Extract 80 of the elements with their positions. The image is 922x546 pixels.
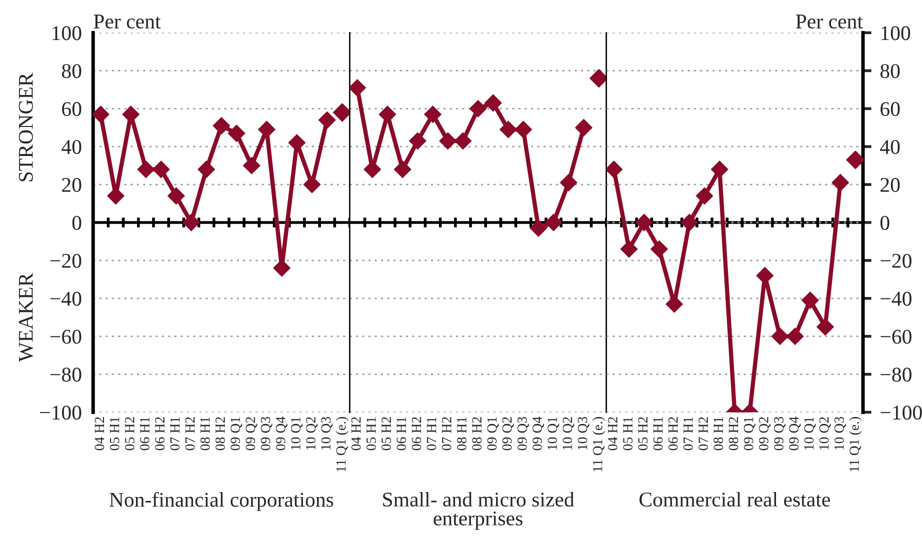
y-tick-label: 80	[62, 64, 82, 78]
x-tick-label: 08 H1	[200, 417, 210, 450]
y2-tick-label: −100	[880, 406, 922, 420]
y2-tick-label: 0	[880, 216, 890, 230]
y-tick-label: −60	[50, 330, 82, 344]
x-tick-label: 08 H2	[472, 417, 482, 450]
x-tick-label: 10 Q2	[562, 417, 574, 450]
y2-tick-label: −20	[880, 254, 912, 268]
x-tick-label: 08 H2	[728, 417, 738, 450]
x-axis-title: Non-financial corporations	[110, 492, 334, 512]
x-tick-label: 07 H1	[170, 417, 180, 450]
y-tick-label: −100	[40, 406, 82, 420]
x-tick-label: 07 H2	[442, 417, 452, 450]
y-tick-label: −80	[50, 368, 82, 382]
y-tick-label: −20	[50, 254, 82, 268]
x-tick-label: 06 H1	[653, 417, 663, 450]
x-tick-label: 05 H1	[110, 417, 120, 450]
x-tick-label: 06 H2	[155, 417, 165, 450]
x-tick-label: 10 Q1	[804, 417, 816, 450]
x-tick-label: 10 Q1	[548, 417, 560, 450]
x-tick-label: 07 H1	[684, 417, 693, 450]
y2-tick-label: 40	[880, 140, 900, 154]
x-tick-label: 08 H2	[216, 417, 225, 450]
y-tick-label: 100	[52, 26, 82, 40]
x-tick-label: 09 Q1	[744, 417, 756, 450]
x-tick-label: 09 Q2	[502, 417, 514, 450]
y-tick-label: −40	[50, 292, 82, 306]
x-tick-label: 06 H1	[396, 417, 406, 450]
x-tick-label: 05 H2	[124, 417, 134, 450]
x-tick-label: 06 H1	[140, 417, 150, 450]
y2-tick-label: −80	[880, 368, 912, 382]
y2-axis-title: Per cent	[796, 14, 863, 29]
x-tick-label: 11 Q1 (e.)	[336, 417, 348, 472]
x-tick-label: 09 Q1	[230, 417, 242, 450]
text: WEAKER	[18, 272, 33, 362]
y2-tick-label: 60	[880, 102, 900, 116]
y-tick-label: 60	[62, 102, 82, 116]
x-tick-label: 10 Q3	[321, 416, 333, 450]
y-tick-label: 0	[72, 216, 82, 230]
x-tick-label: 07 H2	[185, 417, 195, 450]
x-tick-label: 05 H2	[638, 417, 648, 450]
x-tick-label: 08 H1	[457, 417, 466, 450]
x-tick-label: 09 Q3	[774, 416, 786, 450]
x-tick-label: 05 H1	[623, 417, 632, 450]
x-axis-title: Commercial real estate	[640, 492, 830, 507]
y2-tick-label: 80	[880, 64, 900, 78]
y2-tick-label: −60	[880, 330, 912, 344]
x-tick-label: 05 H2	[382, 417, 391, 450]
x-tick-label: 06 H2	[412, 417, 422, 450]
x-tick-label: 07 H2	[698, 417, 708, 450]
x-tick-label: 09 Q4	[276, 416, 288, 450]
x-tick-label: 10 Q3	[578, 416, 590, 450]
x-tick-label: 08 H1	[714, 417, 724, 450]
x-tick-label: 09 Q4	[789, 416, 801, 450]
x-tick-label: 06 H2	[668, 417, 678, 450]
y2-tick-label: 100	[881, 26, 910, 40]
y-axis-title: Per cent	[94, 14, 161, 29]
x-tick-label: 05 H1	[366, 417, 376, 450]
x-tick-label: 04 H2	[608, 417, 618, 450]
x-tick-label: 09 Q2	[246, 417, 258, 450]
x-tick-label: 09 Q3	[517, 416, 529, 450]
x-tick-label: 07 H1	[426, 417, 436, 450]
x-tick-label: 10 Q3	[834, 416, 846, 450]
x-tick-label: 09 Q3	[260, 416, 272, 450]
x-tick-label: 09 Q2	[758, 417, 770, 450]
x-tick-label: 11 Q1 (e.)	[849, 417, 862, 472]
x-tick-label: 10 Q2	[819, 417, 831, 450]
y2-tick-label: 20	[880, 178, 900, 192]
text: STRONGER	[18, 72, 33, 182]
x-tick-label: 09 Q4	[532, 416, 544, 450]
x-tick-label: 11 Q1 (e.)	[592, 417, 606, 472]
x-axis-title: Small- and micro sized enterprises	[383, 492, 574, 530]
x-tick-label: 10 Q2	[306, 417, 318, 450]
y-tick-label: 40	[62, 140, 82, 154]
x-tick-label: 04 H2	[94, 417, 104, 450]
y-tick-label: 20	[62, 178, 82, 192]
y2-tick-label: −40	[880, 292, 912, 306]
x-tick-label: 09 Q1	[487, 417, 499, 450]
x-tick-label: 04 H2	[351, 417, 361, 450]
x-tick-label: 10 Q1	[291, 417, 303, 450]
